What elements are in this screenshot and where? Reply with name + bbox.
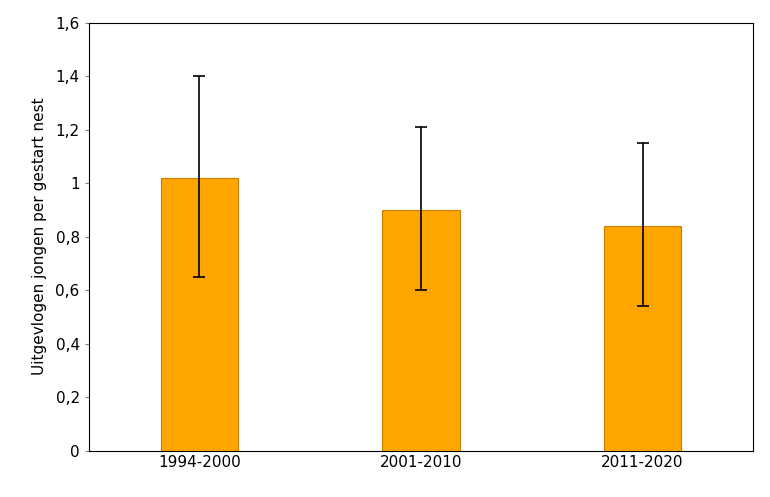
Bar: [604, 226, 681, 451]
Y-axis label: Uitgevlogen jongen per gestart nest: Uitgevlogen jongen per gestart nest: [32, 98, 47, 375]
Bar: [382, 210, 460, 451]
Bar: [161, 178, 238, 451]
